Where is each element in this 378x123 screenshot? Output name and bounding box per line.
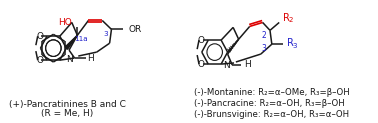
Text: OR: OR <box>129 25 142 34</box>
Text: H: H <box>87 54 94 62</box>
Text: R: R <box>283 13 290 23</box>
Text: N: N <box>66 54 73 63</box>
Text: HO: HO <box>58 18 72 27</box>
Text: N: N <box>224 62 230 70</box>
Text: 3: 3 <box>292 43 297 49</box>
Text: O: O <box>197 36 204 45</box>
Text: 3: 3 <box>104 31 108 37</box>
Text: O: O <box>36 56 43 65</box>
Text: 11a: 11a <box>74 36 88 42</box>
Text: (-)-Brunsvigine: R₂=α–OH, R₃=α–OH: (-)-Brunsvigine: R₂=α–OH, R₃=α–OH <box>194 110 350 119</box>
Text: (-)-Montanine: R₂=α–OMe, R₃=β–OH: (-)-Montanine: R₂=α–OMe, R₃=β–OH <box>194 88 350 97</box>
Text: O: O <box>197 60 204 69</box>
Text: (R = Me, H): (R = Me, H) <box>41 109 93 118</box>
Text: (-)-Pancracine: R₂=α–OH, R₃=β–OH: (-)-Pancracine: R₂=α–OH, R₃=β–OH <box>194 99 345 108</box>
Polygon shape <box>65 35 77 49</box>
Text: (+)-Pancratinines B and C: (+)-Pancratinines B and C <box>9 100 125 109</box>
Text: R: R <box>287 38 293 48</box>
Text: 2: 2 <box>261 31 266 40</box>
Text: 2: 2 <box>288 17 293 23</box>
Text: H: H <box>244 61 251 69</box>
Text: O: O <box>36 32 43 41</box>
Text: 3: 3 <box>261 44 266 53</box>
